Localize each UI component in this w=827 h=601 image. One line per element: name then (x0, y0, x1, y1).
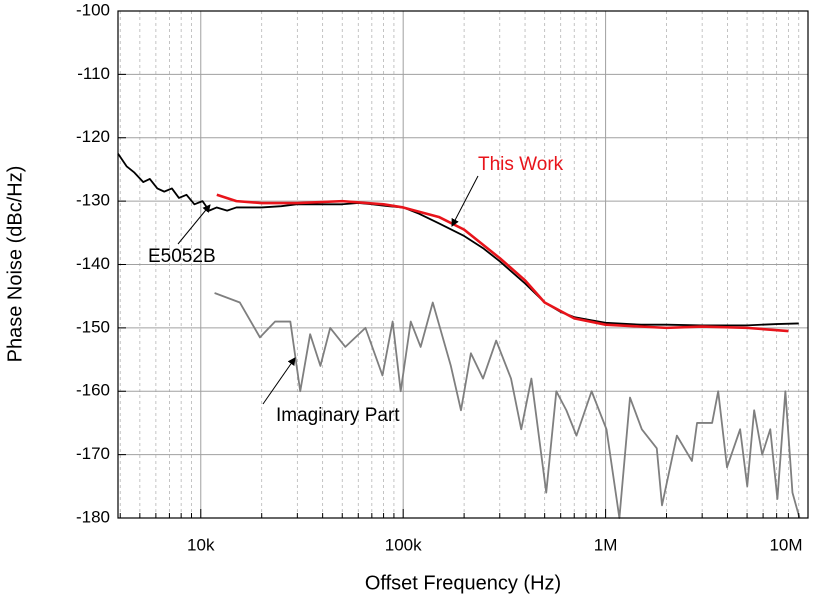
x-tick-label: 1M (594, 535, 618, 554)
y-tick-label: -140 (76, 254, 110, 273)
y-tick-label: -110 (77, 64, 110, 83)
y-tick-label: -130 (76, 191, 110, 210)
x-axis-title: Offset Frequency (Hz) (365, 572, 561, 594)
y-tick-label: -100 (76, 0, 110, 19)
series-line (214, 292, 801, 519)
series-label: This Work (478, 154, 564, 175)
y-tick-label: -160 (76, 381, 110, 400)
series-line (216, 193, 789, 333)
annotation-arrow (177, 204, 211, 245)
ticks: -100 -110 -120 -130 -140 -150 -160 -170 -180 10k 1… (76, 0, 809, 554)
y-tick-label: -150 (76, 317, 110, 336)
x-tick-label: 10k (187, 535, 215, 554)
series-label: Imaginary Part (276, 405, 400, 426)
y-tick-label: -120 (76, 127, 110, 146)
grid (118, 10, 809, 519)
annotation-arrow (451, 175, 479, 227)
series-label: E5052B (148, 246, 216, 267)
x-tick-label: 10M (769, 535, 802, 554)
annotation-arrow (262, 357, 296, 405)
y-axis-title: Phase Noise (dBc/Hz) (4, 166, 26, 363)
y-tick-label: -170 (76, 444, 110, 463)
x-tick-label: 100k (385, 535, 422, 554)
plot (117, 153, 801, 519)
y-tick-label: -180 (76, 507, 110, 526)
series-line (117, 153, 799, 327)
